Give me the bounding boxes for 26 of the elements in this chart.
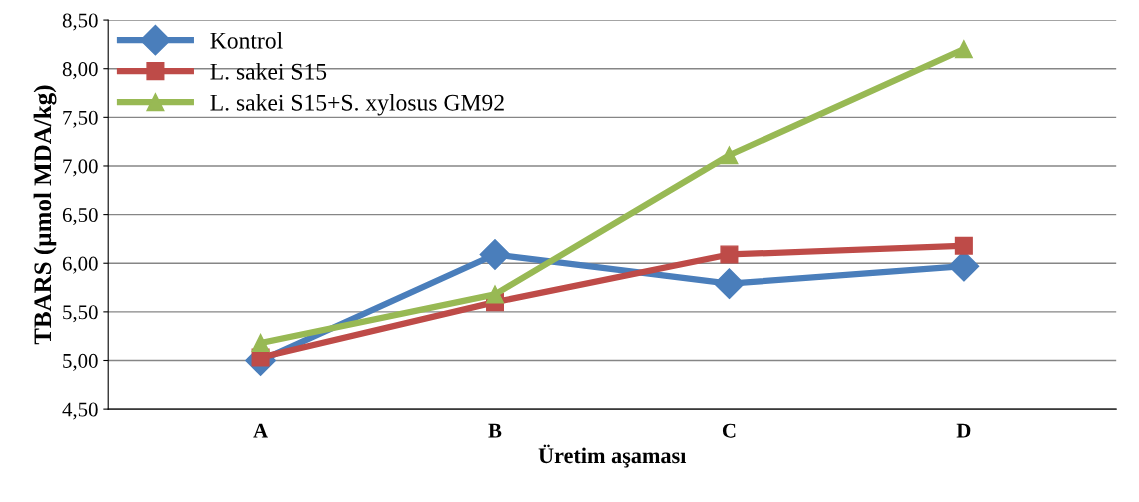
y-tick-label: 6,00 bbox=[62, 256, 98, 274]
x-tick-label: B bbox=[488, 423, 502, 438]
point bbox=[720, 245, 739, 264]
x-axis-title: Üretim aşaması bbox=[538, 444, 687, 468]
x-tick-label: C bbox=[722, 423, 736, 438]
y-tick-label: 6,50 bbox=[62, 207, 98, 226]
y-tick-label: 8,50 bbox=[62, 13, 98, 31]
point bbox=[485, 285, 505, 304]
y-tick-label: 8,00 bbox=[62, 62, 98, 80]
legend-label: L. sakei S15 bbox=[210, 63, 327, 80]
point bbox=[954, 236, 973, 255]
y-tick-label: 4,50 bbox=[62, 402, 98, 420]
y-tick-label: 5,50 bbox=[63, 305, 98, 323]
point bbox=[479, 239, 511, 270]
legend-label: L. sakei S15+S. xylosus GM92 bbox=[210, 94, 504, 116]
y-tick-label: 5,00 bbox=[63, 353, 98, 371]
point bbox=[954, 40, 973, 59]
x-tick-label: D bbox=[956, 423, 971, 438]
point bbox=[251, 333, 270, 353]
x-tick-label: A bbox=[253, 423, 268, 438]
y-tick-label: 7,00 bbox=[63, 159, 98, 177]
y-tick-label: 7,50 bbox=[63, 110, 98, 128]
y-axis-title: TBARS (µmol MDA/kg) bbox=[33, 85, 57, 345]
legend-label: Kontrol bbox=[210, 32, 283, 49]
point bbox=[720, 146, 739, 165]
point bbox=[713, 268, 745, 300]
